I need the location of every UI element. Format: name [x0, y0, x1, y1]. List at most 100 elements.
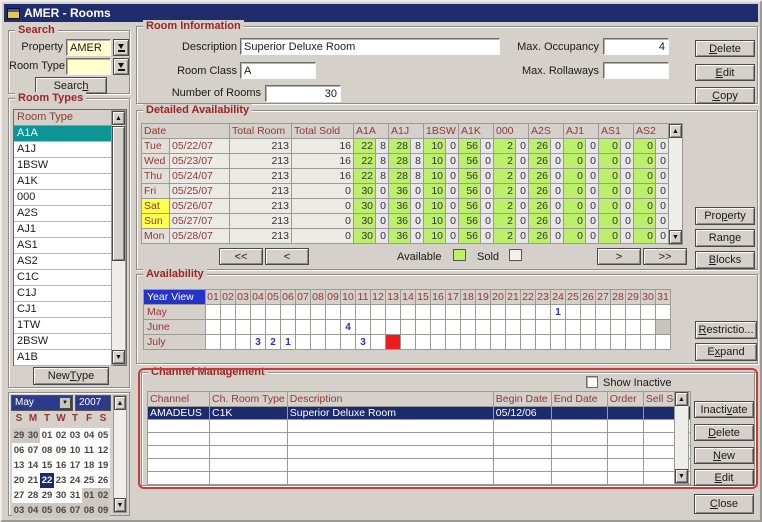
availability-day-cell[interactable] — [460, 334, 476, 350]
number-of-rooms-input[interactable] — [265, 85, 341, 102]
availability-day-cell[interactable] — [610, 334, 626, 350]
calendar-day[interactable]: 16 — [54, 458, 68, 473]
calendar-day[interactable]: 06 — [54, 503, 68, 518]
availability-day-cell[interactable] — [475, 304, 491, 320]
calendar-day[interactable]: 07 — [26, 443, 40, 458]
calendar-day[interactable]: 23 — [54, 473, 68, 488]
scroll-down-icon[interactable]: ▼ — [112, 350, 125, 364]
room-type-lov-button[interactable] — [113, 58, 129, 75]
availability-day-cell[interactable] — [475, 319, 491, 335]
availability-day-cell[interactable]: 3 — [355, 334, 371, 350]
availability-day-cell[interactable] — [625, 304, 641, 320]
scroll-down-icon[interactable]: ▼ — [675, 469, 688, 483]
availability-day-cell[interactable] — [415, 304, 431, 320]
calendar-year-field[interactable]: 2007 — [75, 395, 111, 411]
calendar-day[interactable]: 08 — [82, 503, 96, 518]
availability-day-cell[interactable] — [370, 304, 386, 320]
availability-day-cell[interactable] — [640, 304, 656, 320]
availability-day-cell[interactable] — [340, 304, 356, 320]
calendar-day[interactable]: 22 — [40, 473, 54, 488]
calendar-day[interactable]: 28 — [26, 488, 40, 503]
availability-day-cell[interactable] — [310, 304, 326, 320]
availability-row[interactable]: Fri 05/25/07 213 0 30 0 36 0 10 0 56 0 2 0 26 0 0 0 0 0 0 0 — [141, 183, 669, 199]
availability-day-cell[interactable] — [205, 304, 221, 320]
room-type-item[interactable]: 2BSW — [14, 334, 113, 350]
availability-day-cell[interactable] — [505, 319, 521, 335]
availability-day-cell[interactable] — [445, 304, 461, 320]
availability-row[interactable]: Tue 05/22/07 213 16 22 8 28 8 10 0 56 0 2 0 26 0 0 0 0 0 0 0 — [141, 138, 669, 154]
availability-day-cell[interactable] — [565, 319, 581, 335]
calendar-day[interactable]: 24 — [68, 473, 82, 488]
page-last-button[interactable]: >> — [643, 248, 687, 265]
calendar-day[interactable]: 06 — [12, 443, 26, 458]
room-type-item[interactable]: AJ1 — [14, 222, 113, 238]
room-type-item[interactable]: 000 — [14, 190, 113, 206]
spin-up-icon[interactable]: ▲ — [114, 396, 126, 410]
max-occupancy-input[interactable] — [603, 38, 669, 55]
availability-row[interactable]: Wed 05/23/07 213 16 22 8 28 8 10 0 56 0 2 0 26 0 0 0 0 0 0 0 — [141, 153, 669, 169]
channel-row-empty[interactable] — [147, 458, 691, 472]
availability-day-cell[interactable] — [430, 319, 446, 335]
room-type-input[interactable] — [66, 58, 111, 75]
availability-day-cell[interactable] — [595, 304, 611, 320]
calendar-day[interactable]: 01 — [40, 428, 54, 443]
spin-down-icon[interactable]: ▼ — [114, 498, 126, 512]
calendar-day[interactable]: 07 — [68, 503, 82, 518]
availability-day-cell[interactable] — [220, 304, 236, 320]
calendar-day[interactable]: 02 — [54, 428, 68, 443]
scroll-down-icon[interactable]: ▼ — [669, 230, 682, 244]
calendar-day[interactable]: 30 — [26, 428, 40, 443]
calendar-day[interactable]: 03 — [12, 503, 26, 518]
availability-day-cell[interactable] — [235, 319, 251, 335]
availability-day-cell[interactable] — [220, 319, 236, 335]
max-rollaways-input[interactable] — [603, 62, 669, 79]
availability-day-cell[interactable] — [205, 319, 221, 335]
calendar-day[interactable]: 25 — [82, 473, 96, 488]
availability-day-cell[interactable] — [535, 304, 551, 320]
room-type-item[interactable]: A2S — [14, 206, 113, 222]
availability-day-cell[interactable] — [310, 319, 326, 335]
calendar-day[interactable]: 01 — [82, 488, 96, 503]
calendar-day[interactable]: 11 — [82, 443, 96, 458]
channel-row-empty[interactable] — [147, 432, 691, 446]
availability-day-cell[interactable] — [490, 304, 506, 320]
calendar-day[interactable]: 27 — [12, 488, 26, 503]
availability-day-cell[interactable] — [430, 334, 446, 350]
calendar-day[interactable]: 13 — [12, 458, 26, 473]
availability-day-cell[interactable] — [385, 304, 401, 320]
availability-row[interactable]: Mon 05/28/07 213 0 30 0 36 0 10 0 56 0 2 0 26 0 0 0 0 0 0 0 — [141, 228, 669, 244]
room-type-item[interactable]: A1J — [14, 142, 113, 158]
calendar-day[interactable]: 09 — [54, 443, 68, 458]
availability-day-cell[interactable] — [295, 334, 311, 350]
calendar-day[interactable]: 03 — [68, 428, 82, 443]
availability-day-cell[interactable] — [325, 334, 341, 350]
availability-day-cell[interactable]: 3 — [250, 334, 266, 350]
availability-row[interactable]: Sun 05/27/07 213 0 30 0 36 0 10 0 56 0 2 0 26 0 0 0 0 0 0 0 — [141, 213, 669, 229]
availability-day-cell[interactable] — [625, 334, 641, 350]
description-input[interactable] — [240, 38, 500, 55]
availability-day-cell[interactable] — [505, 304, 521, 320]
availability-day-cell[interactable] — [520, 334, 536, 350]
availability-day-cell[interactable] — [460, 319, 476, 335]
availability-day-cell[interactable] — [295, 304, 311, 320]
availability-day-cell[interactable] — [490, 334, 506, 350]
calendar-day[interactable]: 26 — [96, 473, 110, 488]
property-button[interactable]: Pro p erty — [695, 207, 755, 225]
room-type-item[interactable]: C1J — [14, 286, 113, 302]
availability-day-cell[interactable] — [505, 334, 521, 350]
availability-row[interactable]: Thu 05/24/07 213 16 22 8 28 8 10 0 56 0 2 0 26 0 0 0 0 0 0 0 — [141, 168, 669, 184]
calendar-day[interactable]: 20 — [12, 473, 26, 488]
availability-day-cell[interactable] — [235, 304, 251, 320]
page-next-button[interactable]: > — [597, 248, 641, 265]
availability-day-cell[interactable] — [265, 319, 281, 335]
calendar-day[interactable]: 29 — [12, 428, 26, 443]
availability-day-cell[interactable] — [655, 319, 671, 335]
availability-day-cell[interactable] — [520, 319, 536, 335]
room-type-item[interactable]: 1BSW — [14, 158, 113, 174]
availability-day-cell[interactable] — [565, 304, 581, 320]
